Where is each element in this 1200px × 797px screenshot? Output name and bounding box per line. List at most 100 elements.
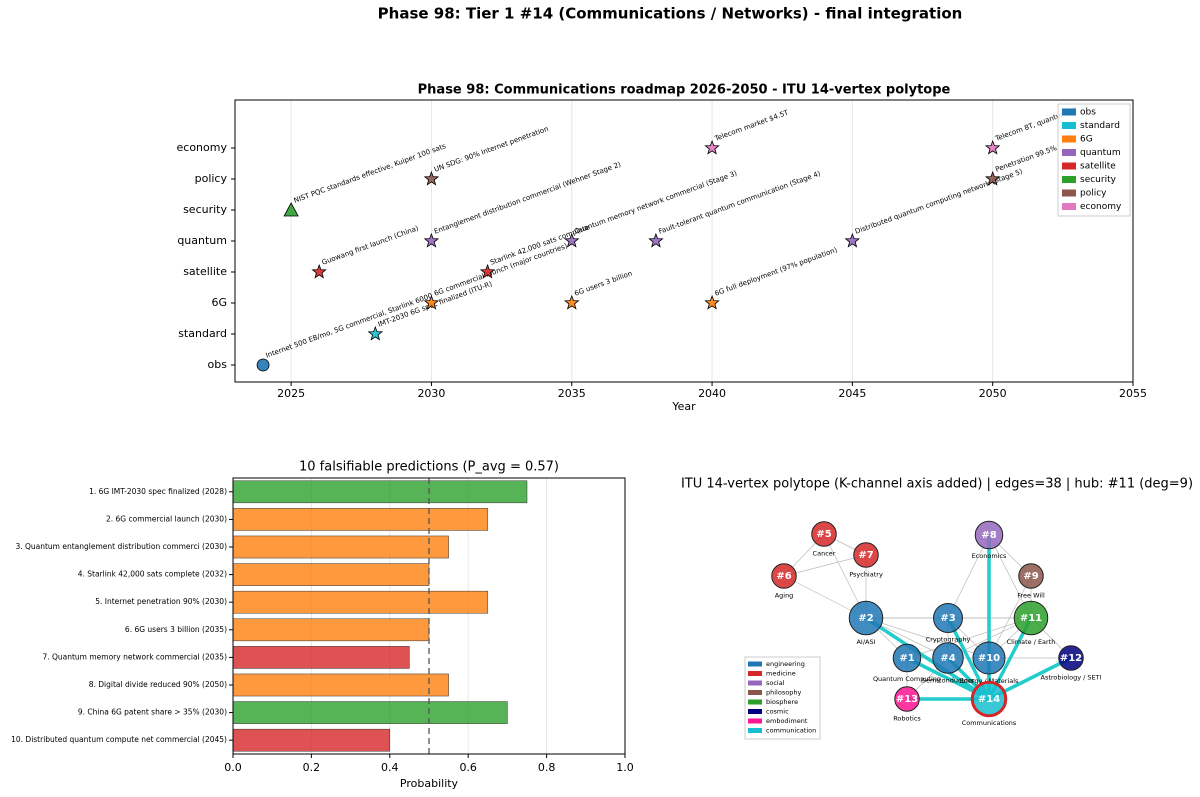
node — [972, 641, 1006, 675]
x-tick-label: 0.2 — [303, 761, 321, 774]
y-tick-label: 8. Digital divide reduced 90% (2050) — [89, 680, 227, 689]
y-tick-label: satellite — [183, 265, 227, 278]
node-name: Cancer — [813, 549, 836, 557]
legend-box — [744, 656, 821, 740]
node-name: Robotics — [893, 714, 921, 722]
y-tick-label: 7. Quantum memory network commercial (20… — [42, 652, 227, 661]
x-tick-label: 0.6 — [459, 761, 477, 774]
node-label: #13 — [896, 694, 918, 705]
legend-label: satellite — [1080, 162, 1116, 172]
point-label: Internet 500 EB/mo, 5G commercial, Starl… — [265, 292, 434, 360]
x-axis-label: Year — [671, 400, 696, 413]
x-tick-label: 0.0 — [224, 761, 242, 774]
legend-swatch — [748, 661, 762, 667]
legend-swatch — [1062, 162, 1076, 170]
point-label: 6G commercial launch (major countries) — [433, 242, 569, 298]
point-label: 6G users 3 billion — [573, 269, 633, 297]
legend-label: obs — [1080, 108, 1096, 118]
point — [283, 202, 299, 217]
point — [704, 139, 720, 155]
y-tick-label: 9. China 6G patent share > 35% (2030) — [78, 708, 227, 717]
y-tick-label: obs — [208, 358, 228, 371]
chart-title: ITU 14-vertex polytope (K-channel axis a… — [681, 477, 1193, 492]
legend-swatch — [748, 709, 762, 714]
y-tick-label: 3. Quantum entanglement distribution com… — [15, 542, 227, 551]
edge — [865, 617, 990, 659]
node-name: Quantum Computing — [873, 675, 941, 683]
node-name: Free Will — [1017, 591, 1045, 599]
node-label: #14 — [978, 694, 1000, 705]
bar — [232, 646, 410, 669]
node-label: #4 — [940, 653, 955, 664]
node-label: #6 — [776, 571, 791, 582]
x-tick-label: 1.0 — [616, 761, 634, 774]
node — [892, 643, 922, 673]
node-label: #7 — [858, 550, 873, 561]
point — [423, 232, 440, 248]
legend-swatch — [748, 718, 762, 724]
plot-frame — [232, 477, 626, 755]
legend-swatch — [748, 728, 762, 733]
y-tick-label: 4. Starlink 42,000 sats complete (2032) — [78, 570, 227, 579]
node-label: #2 — [858, 613, 873, 624]
x-tick-label: 2035 — [558, 387, 586, 400]
point-label: NIST PQC standards effective, Kuiper 100… — [293, 142, 448, 205]
node — [848, 600, 884, 636]
bar — [232, 673, 449, 697]
legend-label: communication — [766, 727, 816, 735]
bar — [232, 728, 391, 752]
y-tick-label: 2. 6G commercial launch (2030) — [106, 514, 227, 523]
point — [367, 325, 384, 341]
point — [311, 263, 327, 279]
legend-swatch — [1062, 149, 1076, 156]
node-label: #8 — [981, 530, 996, 541]
node — [771, 563, 797, 589]
legend-swatch — [748, 680, 762, 686]
legend-swatch — [748, 671, 762, 676]
node-label: #1 — [899, 653, 914, 664]
point-label: Quantum memory network commercial (Stage… — [573, 169, 738, 236]
legend-label: quantum — [1080, 148, 1121, 158]
node — [974, 520, 1004, 550]
legend-label: economy — [1080, 202, 1122, 212]
chart-title: 10 falsifiable predictions (P_avg = 0.57… — [299, 460, 559, 475]
y-tick-label: security — [183, 203, 227, 216]
legend-swatch — [748, 699, 762, 705]
bar — [232, 563, 430, 586]
legend-label: medicine — [766, 670, 796, 678]
node-name: AI/ASI — [856, 638, 875, 646]
legend-label: security — [1080, 175, 1117, 185]
node-name: Economics — [972, 552, 1007, 560]
point — [844, 232, 861, 248]
legend-swatch — [1062, 203, 1076, 210]
point-label: Telecom market $4.5T — [713, 108, 790, 143]
point-label: 6G full deployment (97% population) — [714, 246, 839, 298]
legend-label: 6G — [1080, 135, 1093, 145]
y-tick-label: 10. Distributed quantum compute net comm… — [11, 735, 227, 744]
legend-label: cosmic — [766, 708, 789, 716]
x-tick-label: 2040 — [698, 387, 726, 400]
y-tick-label: 6G — [211, 296, 227, 309]
node — [933, 603, 963, 633]
legend-label: engineering — [766, 660, 805, 668]
legend-swatch — [1062, 176, 1076, 183]
point — [564, 294, 580, 310]
bar — [232, 535, 449, 559]
legend-label: social — [766, 679, 785, 687]
node-name: Climate / Earth — [1007, 638, 1056, 646]
x-tick-label: 0.4 — [381, 761, 399, 774]
point-label: Fault-tolerant quantum communication (St… — [658, 169, 822, 235]
y-tick-label: policy — [195, 172, 228, 185]
y-tick-label: 5. Internet penetration 90% (2030) — [95, 597, 227, 606]
legend-label: biosphere — [766, 698, 798, 706]
bar — [232, 508, 489, 531]
point — [648, 232, 664, 248]
x-tick-label: 2050 — [979, 387, 1007, 400]
node-label: #10 — [978, 653, 1000, 664]
y-tick-label: 6. 6G users 3 billion (2035) — [125, 625, 227, 634]
x-tick-label: 2055 — [1119, 387, 1147, 400]
x-tick-label: 2045 — [838, 387, 866, 400]
legend-label: embodiment — [766, 717, 808, 725]
